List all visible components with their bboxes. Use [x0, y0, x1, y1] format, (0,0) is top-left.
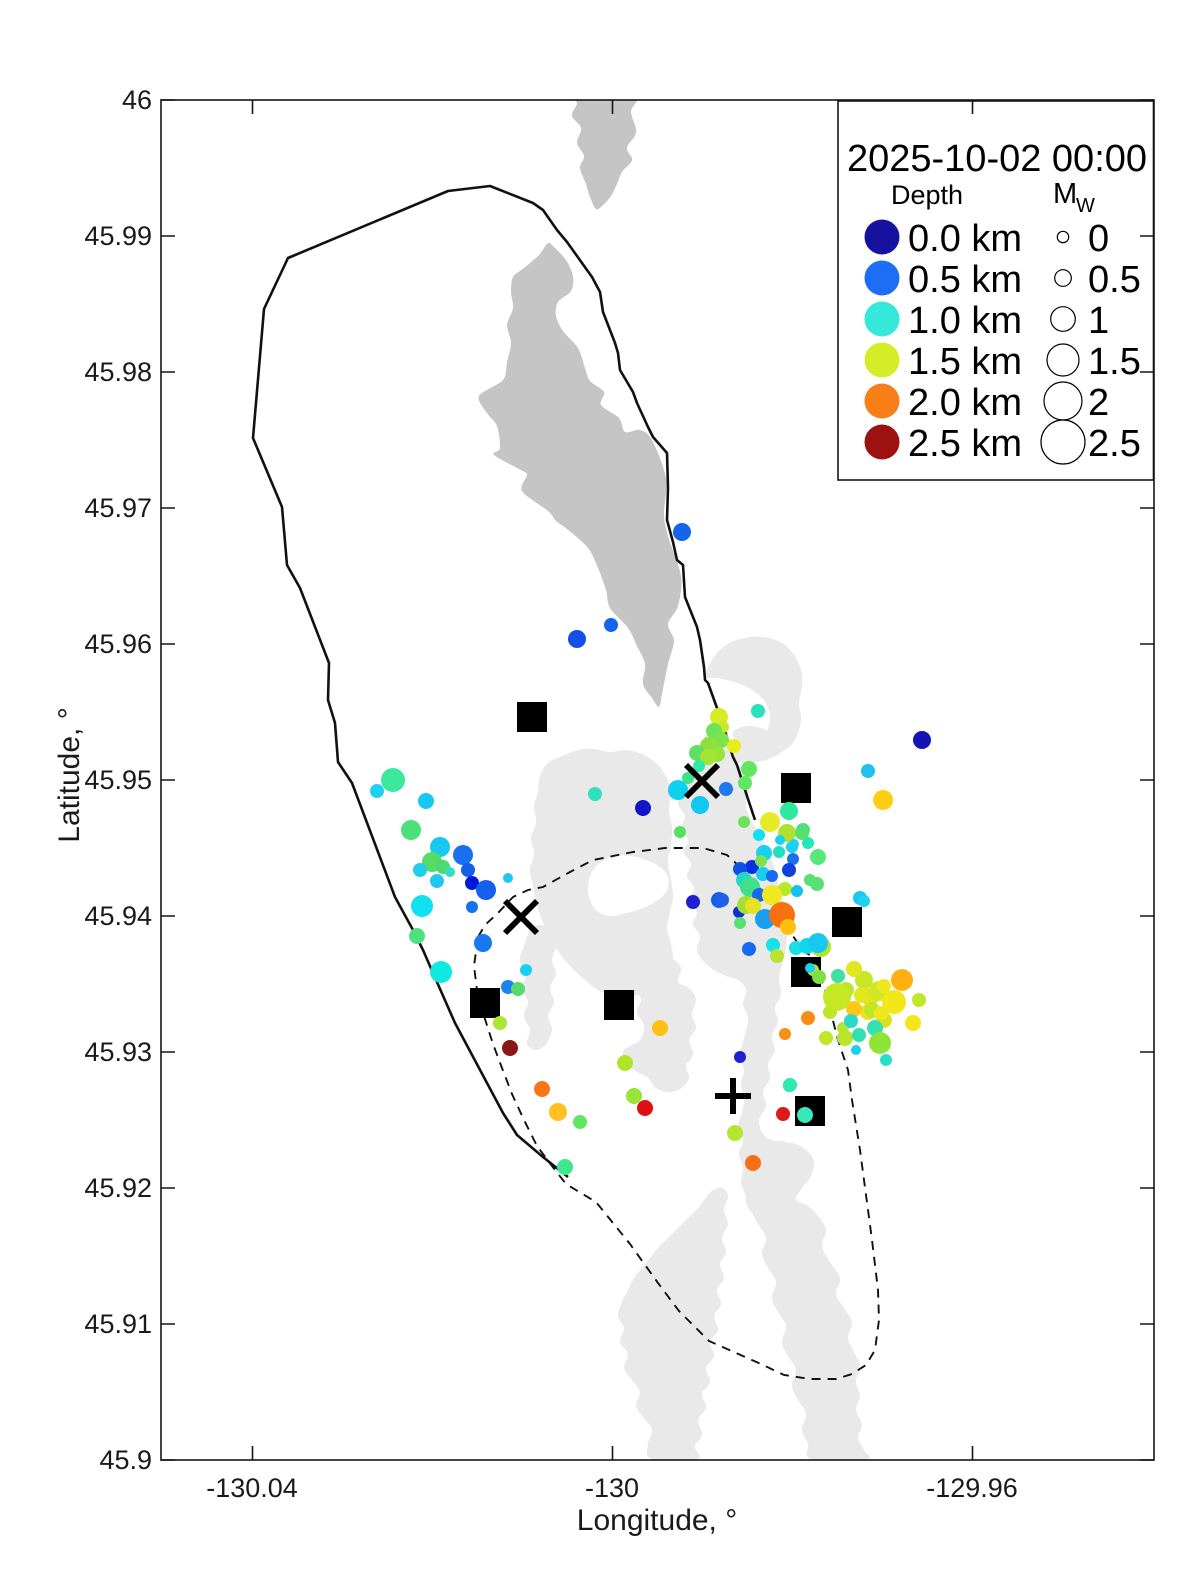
- svg-text:2: 2: [1088, 382, 1109, 424]
- svg-text:45.92: 45.92: [84, 1173, 152, 1203]
- svg-text:0: 0: [1088, 218, 1109, 260]
- svg-text:1.5: 1.5: [1088, 341, 1141, 383]
- svg-text:45.95: 45.95: [84, 765, 152, 795]
- svg-text:1: 1: [1088, 300, 1109, 342]
- svg-text:M: M: [1053, 178, 1077, 210]
- svg-text:0.0 km: 0.0 km: [908, 218, 1022, 260]
- svg-text:-130.04: -130.04: [206, 1473, 298, 1503]
- svg-text:Depth: Depth: [891, 180, 963, 210]
- svg-text:0.5 km: 0.5 km: [908, 259, 1022, 301]
- svg-text:Latitude, °: Latitude, °: [53, 707, 86, 842]
- svg-text:1.5 km: 1.5 km: [908, 341, 1022, 383]
- svg-text:46: 46: [122, 85, 152, 115]
- svg-text:45.97: 45.97: [84, 493, 152, 523]
- svg-text:1.0 km: 1.0 km: [908, 300, 1022, 342]
- svg-text:-129.96: -129.96: [926, 1473, 1018, 1503]
- svg-text:-130: -130: [585, 1473, 639, 1503]
- svg-text:2025-10-02 00:00: 2025-10-02 00:00: [847, 138, 1147, 180]
- svg-text:45.94: 45.94: [84, 901, 152, 931]
- svg-text:Longitude, °: Longitude, °: [577, 1504, 737, 1537]
- svg-text:45.99: 45.99: [84, 221, 152, 251]
- svg-text:45.9: 45.9: [99, 1445, 152, 1475]
- svg-text:0.5: 0.5: [1088, 259, 1141, 301]
- svg-text:2.0 km: 2.0 km: [908, 382, 1022, 424]
- svg-text:2.5 km: 2.5 km: [908, 423, 1022, 465]
- svg-text:W: W: [1076, 195, 1095, 217]
- svg-text:45.98: 45.98: [84, 357, 152, 387]
- svg-text:45.93: 45.93: [84, 1037, 152, 1067]
- svg-text:2.5: 2.5: [1088, 423, 1141, 465]
- svg-text:45.96: 45.96: [84, 629, 152, 659]
- svg-text:45.91: 45.91: [84, 1309, 152, 1339]
